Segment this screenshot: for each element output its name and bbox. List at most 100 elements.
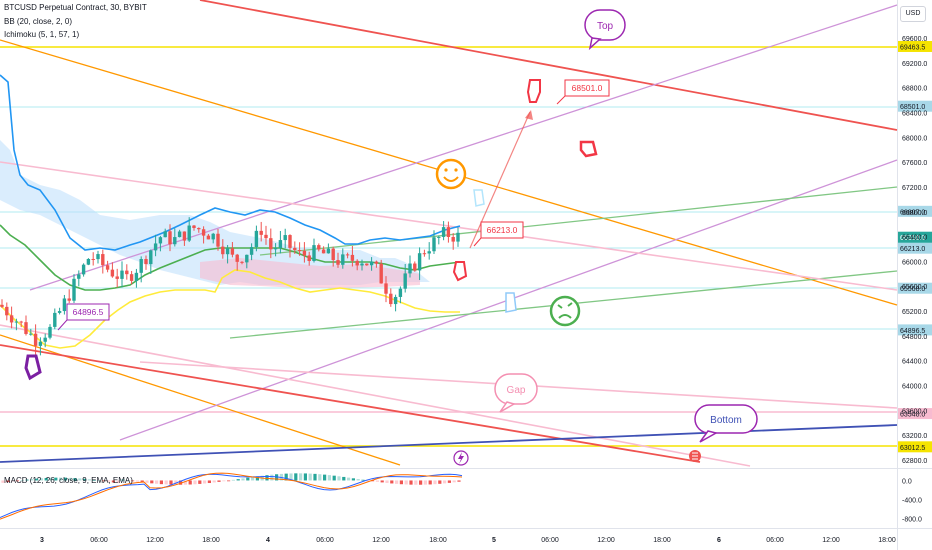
annotation-bottom[interactable]: Bottom	[694, 404, 758, 443]
price-badge-label-8: 63012.5	[900, 445, 925, 452]
macd-bar-84	[404, 480, 408, 485]
callout-68501[interactable]: 68501.0	[556, 79, 610, 105]
macd-bar-83	[399, 480, 403, 485]
macd-bar-60	[289, 473, 293, 481]
macd-bar-71	[342, 476, 346, 481]
time-tick-7: 18:00	[429, 537, 447, 544]
time-tick-2: 12:00	[146, 537, 164, 544]
bb-indicator-label[interactable]: BB (20, close, 2, 0)	[4, 17, 73, 26]
candle-body-89	[427, 251, 431, 254]
candle-body-12	[57, 311, 62, 313]
callout-64896[interactable]: 64896.5	[57, 303, 110, 331]
price-tick-11: 65200.0	[902, 309, 927, 316]
macd-bar-38	[183, 480, 187, 485]
annotation-bottom-label: Bottom	[710, 415, 742, 426]
price-badge-label-7: 63548.0	[900, 412, 925, 419]
candle-body-17	[81, 264, 86, 275]
candle-body-72	[345, 254, 350, 256]
macd-signal-line	[0, 472, 463, 520]
candle-body-94	[451, 236, 455, 242]
price-badge-4: 66213.0	[898, 242, 932, 254]
price-axis-ticks: 69600.0 69200.0 68800.0 68400.0 68000.0 67600…	[902, 36, 927, 465]
projection-arrow	[469, 111, 531, 249]
macd-bar-18	[87, 479, 91, 481]
callout-68501-label: 68501.0	[572, 83, 603, 93]
flag-icon[interactable]	[689, 450, 701, 462]
candle-body-33	[158, 237, 163, 244]
macd-bar-78	[375, 480, 379, 482]
time-tick-15: 18:00	[878, 537, 896, 544]
candle-body-84	[403, 273, 407, 289]
price-tick-12: 64800.0	[902, 334, 927, 341]
macd-bar-42	[203, 480, 207, 484]
projection-arrow-head	[525, 110, 533, 120]
candle-body-51	[245, 254, 249, 263]
candle-body-35	[168, 231, 172, 245]
macd-bar-49	[236, 479, 240, 481]
macd-bar-32	[155, 480, 159, 484]
candle-body-8	[38, 341, 43, 346]
candle-body-68	[326, 248, 331, 254]
price-badge-label-2: 66807.0	[900, 209, 925, 216]
candle-body-1	[5, 306, 9, 316]
macd-bar-61	[294, 473, 298, 481]
sick-face-icon[interactable]	[549, 295, 581, 327]
price-tick-6: 67200.0	[902, 185, 927, 192]
time-tick-6: 12:00	[372, 537, 390, 544]
candle-body-63	[302, 250, 307, 256]
macd-bar-93	[447, 480, 451, 483]
candle-body-64	[307, 255, 311, 262]
lightning-icon[interactable]	[453, 450, 469, 466]
candle-body-32	[153, 243, 158, 251]
candle-body-44	[211, 233, 215, 240]
macd-bar-59	[284, 473, 288, 481]
macd-bar-55	[265, 475, 269, 481]
macd-bar-31	[150, 480, 154, 484]
ichimoku-indicator-label[interactable]: Ichimoku (5, 1, 57, 1)	[4, 30, 80, 39]
price-tick-0: 69600.0	[902, 36, 927, 43]
macd-bar-30	[145, 480, 149, 483]
bb-lower-line	[0, 269, 460, 349]
candle-body-16	[77, 274, 81, 279]
macd-bar-69	[332, 475, 336, 481]
macd-bar-22	[107, 480, 111, 482]
macd-bar-34	[164, 480, 168, 485]
macd-bar-80	[385, 480, 389, 483]
candle-body-95	[456, 232, 460, 242]
smiley-face-icon[interactable]	[435, 158, 467, 190]
macd-bar-73	[351, 478, 355, 481]
annotation-top-label: Top	[597, 21, 614, 32]
macd-bar-15	[73, 478, 77, 481]
callout-66213[interactable]: 66213.0	[473, 221, 524, 247]
ichimoku-cloud-red	[200, 258, 420, 288]
time-tick-4: 4	[266, 537, 270, 544]
macd-bar-79	[380, 480, 384, 483]
time-tick-10: 12:00	[597, 537, 615, 544]
price-badge-6: 64896.5	[898, 324, 932, 336]
candlestick-series	[0, 217, 460, 356]
annotation-gap-label: Gap	[507, 385, 526, 396]
annotation-gap[interactable]: Gap	[494, 373, 538, 413]
candle-body-85	[408, 263, 412, 274]
candle-body-87	[417, 253, 422, 271]
hand-pointing-icon	[24, 79, 598, 381]
time-tick-3: 18:00	[202, 537, 220, 544]
price-badge-label-4: 66213.0	[900, 246, 925, 253]
price-badge-8: 63012.5	[898, 441, 932, 453]
bb-upper-line	[0, 74, 461, 251]
candle-body-71	[341, 254, 345, 265]
price-tick-15: 63600.0	[902, 408, 927, 415]
macd-bar-27	[131, 480, 135, 482]
candle-body-38	[182, 231, 187, 241]
macd-bar-6	[30, 479, 34, 481]
candle-body-42	[201, 229, 206, 236]
callout-64896-label: 64896.5	[73, 307, 104, 317]
macd-bar-25	[121, 479, 125, 481]
currency-button[interactable]: USD	[900, 6, 926, 22]
annotation-top[interactable]: Top	[584, 9, 626, 51]
candle-body-11	[53, 312, 57, 327]
time-tick-9: 06:00	[541, 537, 559, 544]
candle-body-58	[278, 240, 283, 249]
macd-indicator-label[interactable]: MACD (12, 26, close, 9, EMA, EMA)	[4, 476, 133, 485]
